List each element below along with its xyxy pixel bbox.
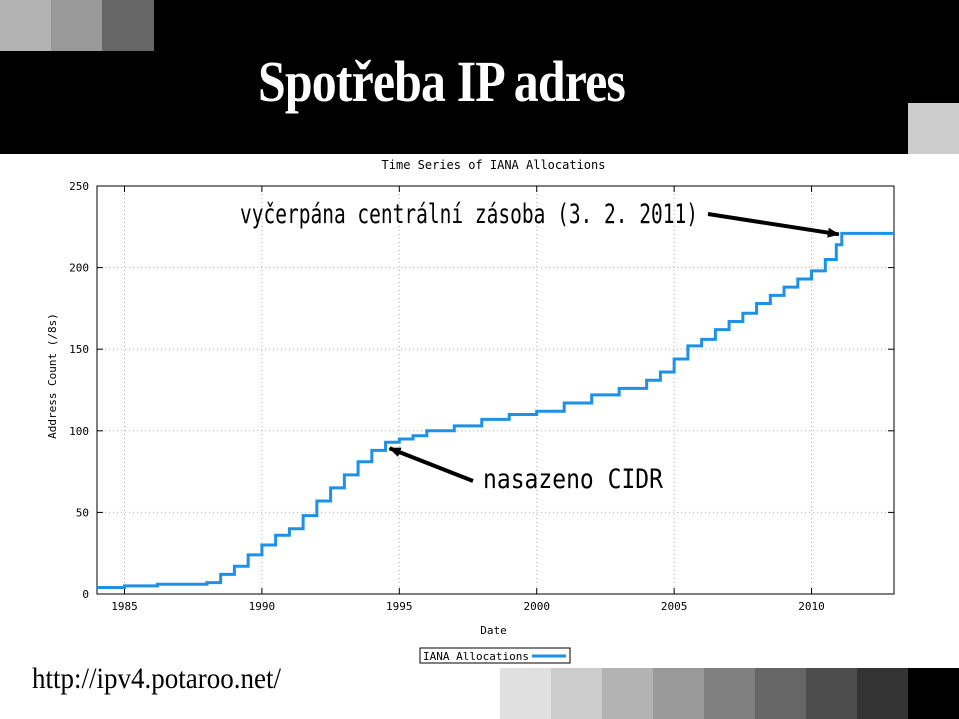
slide-title: Spotřeba IP adres [258,49,626,114]
footer-square-7 [806,668,857,719]
annotation-depletion: vyčerpána centrální zásoba (3. 2. 2011) [240,199,698,230]
header-square-2 [51,0,102,51]
footer-square-4 [653,668,704,719]
x-tick-label: 1985 [111,600,138,613]
x-tick-label: 2000 [523,600,550,613]
footer-square-1 [500,668,551,719]
x-tick-label: 2005 [661,600,688,613]
slide-header: Spotřeba IP adres [0,0,959,154]
y-tick-label: 100 [69,425,89,438]
footer-square-9 [908,668,959,719]
annotation-cidr: nasazeno CIDR [483,464,664,495]
header-square-right [908,103,959,154]
header-square-3 [102,0,154,51]
series-iana-allocations [97,231,894,589]
footer-square-3 [602,668,653,719]
y-tick-label: 150 [69,343,89,356]
header-square-1 [0,0,51,51]
chart-title: Time Series of IANA Allocations [382,158,606,172]
footer-square-8 [857,668,908,719]
x-tick-label: 2010 [798,600,825,613]
x-tick-label: 1990 [249,600,276,613]
iana-allocations-chart: 0 50 100 150 200 250 1985 1990 1995 2000 2005 2010 T… [46,158,895,664]
x-axis-label: Date [480,624,507,637]
source-url[interactable]: http://ipv4.potaroo.net/ [32,662,281,695]
y-axis-label: Address Count (/8s) [46,313,59,439]
y-tick-label: 200 [69,262,89,275]
chart-container: 0 50 100 150 200 250 1985 1990 1995 2000 2005 2010 T… [0,154,959,674]
plot-frame [96,185,895,595]
annotation-cidr-arrow [388,446,474,483]
footer-square-5 [704,668,755,719]
x-tick-label: 1995 [386,600,413,613]
annotation-depletion-arrow [707,212,840,238]
legend-label: IANA Allocations [423,650,529,663]
footer-square-6 [755,668,806,719]
legend-box [419,647,571,664]
y-tick-label: 250 [69,180,89,193]
footer-square-2 [551,668,602,719]
y-tick-label: 0 [82,588,89,601]
y-tick-label: 50 [76,506,89,519]
